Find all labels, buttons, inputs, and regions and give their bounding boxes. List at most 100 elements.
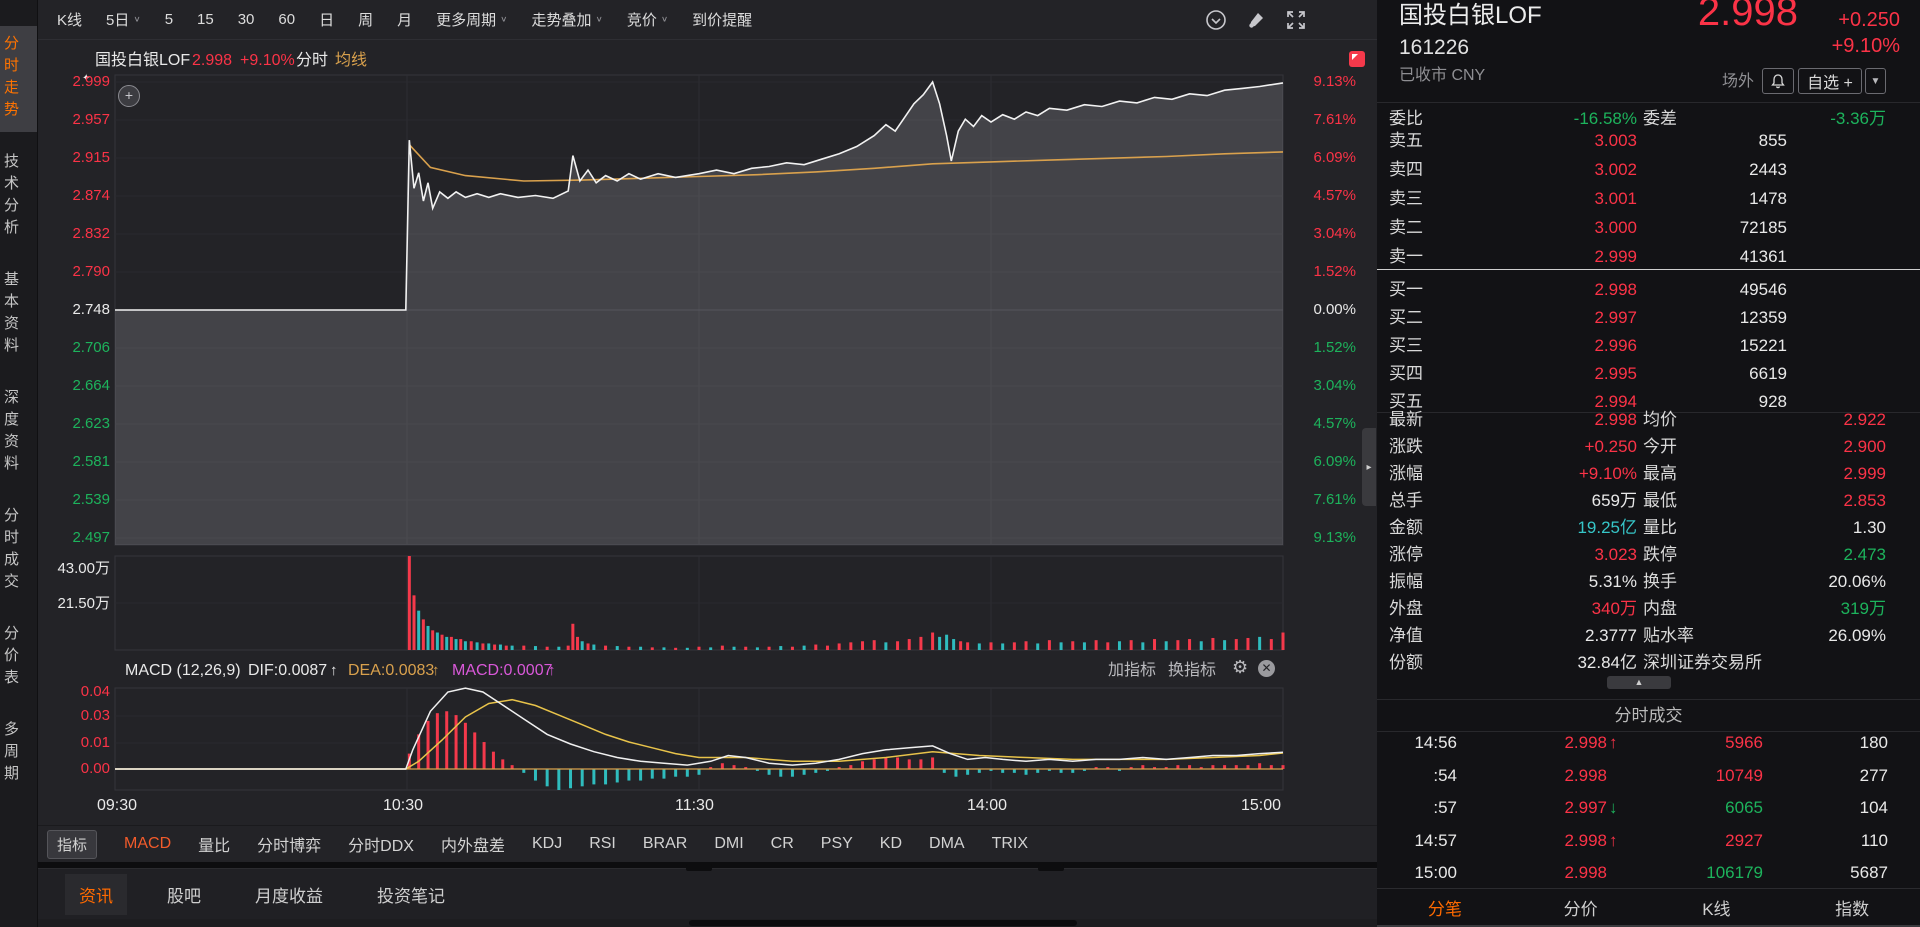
toolbar-item-走势叠加[interactable]: 走势叠加 ∨ (531, 12, 603, 29)
toolbar-item-5[interactable]: 5 (164, 11, 174, 28)
news-tab-股吧[interactable]: 股吧 (167, 886, 201, 906)
divider (1377, 102, 1920, 103)
indicator-tab-DMA[interactable]: DMA (929, 835, 965, 852)
sell-row-卖二[interactable]: 卖二 3.000 72185 (1377, 213, 1920, 242)
buy-row-买四[interactable]: 买四 2.995 6619 (1377, 359, 1920, 388)
detail-label: 涨幅 (1389, 464, 1423, 483)
orderbook-price: 3.002 (1594, 160, 1637, 179)
toolbar-item-竞价[interactable]: 竞价 ∨ (626, 12, 669, 29)
detail-value: 20.06% (1828, 572, 1886, 591)
orderbook-volume: 41361 (1739, 247, 1787, 266)
indicator-tab-量比[interactable]: 量比 (198, 838, 231, 855)
splitter-handle[interactable] (686, 864, 712, 871)
indicator-tab-KDJ[interactable]: KDJ (531, 835, 563, 852)
splitter-handle[interactable] (1038, 864, 1064, 871)
orderbook-price: 2.999 (1594, 247, 1637, 266)
news-tab-投资笔记[interactable]: 投资笔记 (377, 886, 445, 906)
add-watchlist-button[interactable]: 自选 + (1798, 68, 1862, 94)
weibi-label: 委比 (1389, 109, 1423, 128)
tab-junxian[interactable]: 均线 (335, 52, 368, 69)
up-arrow-icon: ↑ (1609, 733, 1618, 752)
sell-row-卖一[interactable]: 卖一 2.999 41361 (1377, 242, 1920, 271)
detail-value: 26.09% (1828, 626, 1886, 645)
history-playback-icon[interactable] (1205, 9, 1227, 31)
sidebar-item-多周期[interactable]: 多周期 (2, 721, 19, 787)
buy-row-买二[interactable]: 买二 2.997 12359 (1377, 303, 1920, 332)
indicator-tab-分时博弈[interactable]: 分时博弈 (257, 838, 322, 855)
orderbook-price: 3.000 (1594, 218, 1637, 237)
detail-label: 最新 (1389, 410, 1423, 429)
time-sales-row[interactable]: :57 2.997 ↓ 6065 104 (1377, 791, 1920, 824)
orderbook-volume: 6619 (1749, 364, 1787, 383)
buy-row-买五[interactable]: 买五 2.994 928 (1377, 387, 1920, 416)
toolbar-item-更多周期[interactable]: 更多周期 ∨ (436, 12, 508, 29)
news-tab-月度收益[interactable]: 月度收益 (255, 886, 323, 906)
orderbook-price: 3.001 (1594, 189, 1637, 208)
gear-icon[interactable]: ⚙ (1232, 657, 1249, 677)
collapse-details-button[interactable]: ▲ (1607, 676, 1671, 689)
sidebar-item-技术分析[interactable]: 技术分析 (2, 153, 19, 241)
indicator-tab-TRIX[interactable]: TRIX (991, 835, 1029, 852)
buy-row-买三[interactable]: 买三 2.996 15221 (1377, 331, 1920, 360)
market-status: 已收市 CNY (1399, 67, 1486, 84)
toolbar-item-5日[interactable]: 5日 ∨ (106, 12, 141, 29)
buy-row-买一[interactable]: 买一 2.998 49546 (1377, 275, 1920, 304)
toolbar-item-15[interactable]: 15 (197, 11, 214, 28)
trade-time: :54 (1433, 765, 1457, 785)
sidebar-item-分时走势[interactable]: 分时走势 (0, 26, 37, 132)
time-sales-tab-分笔[interactable]: 分笔 (1427, 900, 1462, 919)
indicator-tab-内外盘差[interactable]: 内外盘差 (440, 838, 505, 855)
sell-row-卖五[interactable]: 卖五 3.003 855 (1377, 126, 1920, 155)
time-sales-row[interactable]: :54 2.998 10749 277 (1377, 759, 1920, 792)
indicator-tab-BRAR[interactable]: BRAR (642, 835, 688, 852)
indicator-tab-指标[interactable]: 指标 (47, 829, 98, 859)
detail-value: 2.922 (1843, 410, 1886, 429)
indicator-tab-CR[interactable]: CR (770, 835, 794, 852)
drawing-tools-icon[interactable] (1245, 9, 1267, 31)
sidebar-item-深度资料[interactable]: 深度资料 (2, 389, 19, 477)
tab-fenshi[interactable]: 分时 (296, 52, 329, 69)
toolbar-item-K线[interactable]: K线 (57, 12, 83, 29)
indicator-tab-KD[interactable]: KD (879, 835, 903, 852)
time-sales-tab-分价[interactable]: 分价 (1563, 900, 1598, 919)
toolbar-item-日[interactable]: 日 (319, 12, 335, 29)
detail-label: 跌停 (1643, 545, 1677, 564)
add-indicator-button[interactable]: 加指标 (1108, 662, 1157, 679)
sell-row-卖三[interactable]: 卖三 3.001 1478 (1377, 184, 1920, 213)
zoom-in-icon[interactable]: + (118, 85, 140, 107)
alert-badge-icon[interactable] (1349, 51, 1365, 67)
chevron-down-icon: ∨ (660, 15, 669, 24)
time-sales-row[interactable]: 14:56 2.998 ↑ 5966 180 (1377, 726, 1920, 759)
time-sales-tab-指数[interactable]: 指数 (1835, 900, 1870, 919)
indicator-tab-DMI[interactable]: DMI (714, 835, 744, 852)
indicator-tab-RSI[interactable]: RSI (589, 835, 616, 852)
detail-label: 外盘 (1389, 599, 1423, 618)
sidebar-item-分时成交[interactable]: 分时成交 (2, 507, 19, 595)
time-sales-row[interactable]: 15:00 2.998 106179 5687 (1377, 856, 1920, 889)
sidebar-item-分价表[interactable]: 分价表 (2, 625, 19, 691)
orderbook-volume: 928 (1758, 392, 1787, 411)
toolbar-item-60[interactable]: 60 (278, 11, 296, 28)
time-sales-row[interactable]: 14:57 2.998 ↑ 2927 110 (1377, 824, 1920, 857)
toolbar-item-30[interactable]: 30 (237, 11, 255, 28)
horizontal-scrollbar-thumb[interactable] (689, 920, 1077, 926)
trade-time: 14:57 (1414, 830, 1457, 850)
switch-indicator-button[interactable]: 换指标 (1168, 662, 1217, 679)
indicator-tab-PSY[interactable]: PSY (820, 835, 853, 852)
detail-row-金额: 金额 19.25亿 量比 1.30 (1377, 514, 1920, 542)
toolbar-item-月[interactable]: 月 (397, 12, 413, 29)
up-arrow-icon: ↑ (1609, 830, 1618, 850)
indicator-tab-分时DDX[interactable]: 分时DDX (348, 838, 414, 855)
sell-row-卖四[interactable]: 卖四 3.002 2443 (1377, 155, 1920, 184)
sidebar-item-基本资料[interactable]: 基本资料 (2, 271, 19, 359)
time-sales-tab-K线[interactable]: K线 (1702, 900, 1731, 919)
watchlist-dropdown-icon[interactable]: ▼ (1865, 68, 1886, 94)
alert-bell-button[interactable] (1762, 68, 1794, 94)
toolbar-item-周[interactable]: 周 (358, 12, 374, 29)
indicator-tab-MACD[interactable]: MACD (124, 835, 172, 852)
news-tab-资讯[interactable]: 资讯 (65, 873, 127, 915)
close-indicator-icon[interactable]: ✕ (1258, 660, 1275, 677)
toolbar-item-到价提醒[interactable]: 到价提醒 (692, 12, 753, 29)
fullscreen-icon[interactable] (1285, 9, 1307, 31)
panel-collapse-handle[interactable]: ▸ (1362, 428, 1376, 506)
